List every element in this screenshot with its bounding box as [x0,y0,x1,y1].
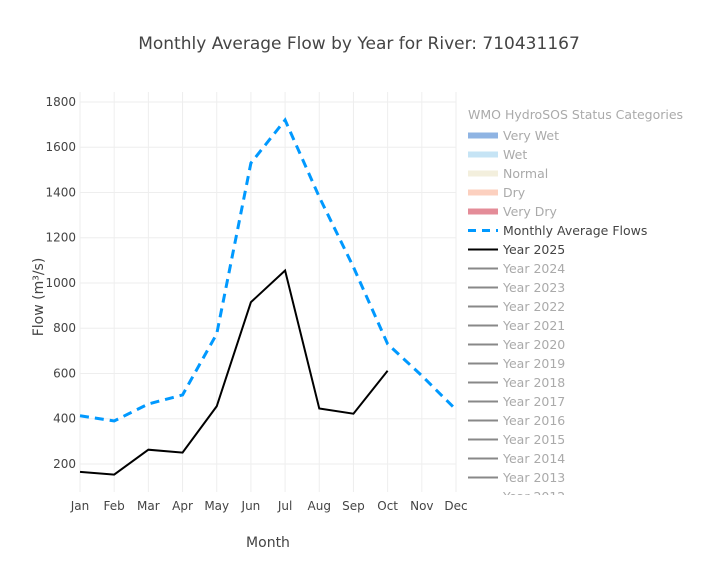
legend-symbol-icon [468,305,498,308]
legend-label: Wet [503,147,528,162]
legend-label: Year 2016 [503,413,566,428]
legend-label: Year 2021 [503,318,566,333]
x-tick-label: Dec [444,499,467,513]
x-tick-label: May [204,499,229,513]
legend-label: Very Dry [503,204,557,219]
legend-label: Year 2015 [503,432,566,447]
y-tick-label: 1200 [45,231,76,245]
legend-label: Dry [503,185,526,200]
legend-label: Year 2019 [503,356,566,371]
legend-item[interactable]: Normal [468,164,713,183]
y-axis-label: Flow (m³/s) [31,258,47,337]
y-tick-label: 400 [53,412,76,426]
legend-symbol-icon [468,343,498,346]
x-tick-label: Apr [172,499,193,513]
legend-symbol-icon [468,208,498,215]
legend-item[interactable]: Year 2016 [468,411,713,430]
legend-symbol-icon [468,132,498,139]
legend-item[interactable]: Year 2018 [468,373,713,392]
legend-item[interactable]: Year 2015 [468,430,713,449]
y-tick-label: 1800 [45,95,76,109]
legend-item[interactable]: Year 2012 [468,487,713,495]
series-line-1 [79,268,389,476]
x-tick-label: Jun [241,499,261,513]
legend-symbol-icon [468,487,498,495]
legend-item[interactable]: Year 2019 [468,354,713,373]
legend-label: Year 2024 [503,261,566,276]
legend-item[interactable]: Year 2014 [468,449,713,468]
legend-item[interactable]: Year 2013 [468,468,713,487]
x-tick-label: Jul [277,499,292,513]
legend-label: Monthly Average Flows [503,223,648,238]
legend-symbol-icon [468,362,498,365]
y-tick-label: 1400 [45,185,76,199]
legend-label: Year 2013 [503,470,566,485]
legend-symbol-icon [468,229,498,232]
legend-symbol-icon [468,248,498,251]
legend-label: Year 2018 [503,375,566,390]
legend-label: Year 2012 [503,489,565,495]
legend-symbol-icon [468,400,498,403]
legend-item[interactable]: Very Wet [468,126,713,145]
legend-symbol-icon [468,267,498,270]
legend-label: Year 2023 [503,280,566,295]
x-tick-label: Jan [70,499,90,513]
x-tick-label: Aug [308,499,331,513]
x-tick-label: Nov [410,499,433,513]
legend-item[interactable]: Year 2017 [468,392,713,411]
y-tick-label: 200 [53,457,76,471]
legend-label: Year 2017 [503,394,566,409]
legend-title: WMO HydroSOS Status Categories [468,107,684,122]
legend-symbol-icon [468,324,498,327]
legend-item[interactable]: Year 2024 [468,259,713,278]
legend-symbol-icon [468,170,498,177]
chart-title: Monthly Average Flow by Year for River: … [138,34,580,54]
legend-symbol-icon [468,457,498,460]
legend-symbol-icon [468,151,498,158]
legend-symbol-icon [468,438,498,441]
legend-item[interactable]: Monthly Average Flows [468,221,713,240]
y-tick-label: 600 [53,366,76,380]
legend-label: Year 2025 [503,242,566,257]
legend-item[interactable]: Year 2023 [468,278,713,297]
legend-item[interactable]: Dry [468,183,713,202]
legend-symbol-icon [468,189,498,196]
legend-item[interactable]: Very Dry [468,202,713,221]
x-axis-label: Month [246,535,290,551]
y-tick-label: 800 [53,321,76,335]
x-tick-label: Oct [377,499,398,513]
legend-label: Year 2014 [503,451,566,466]
legend-item[interactable]: Wet [468,145,713,164]
legend-label: Year 2020 [503,337,566,352]
legend-label: Very Wet [503,128,559,143]
legend-symbol-icon [468,286,498,289]
y-tick-label: 1600 [45,140,76,154]
legend: WMO HydroSOS Status Categories Very Wet W… [468,107,713,495]
legend-item[interactable]: Year 2021 [468,316,713,335]
x-tick-label: Feb [104,499,125,513]
legend-symbol-icon [468,476,498,479]
legend-symbol-icon [468,419,498,422]
x-tick-label: Sep [342,499,365,513]
legend-item[interactable]: Year 2020 [468,335,713,354]
legend-label: Normal [503,166,549,181]
series-line-0 [79,117,458,423]
x-tick-label: Mar [137,499,160,513]
legend-label: Year 2022 [503,299,566,314]
legend-item[interactable]: Year 2022 [468,297,713,316]
legend-item[interactable]: Year 2025 [468,240,713,259]
legend-symbol-icon [468,381,498,384]
y-tick-label: 1000 [45,276,76,290]
